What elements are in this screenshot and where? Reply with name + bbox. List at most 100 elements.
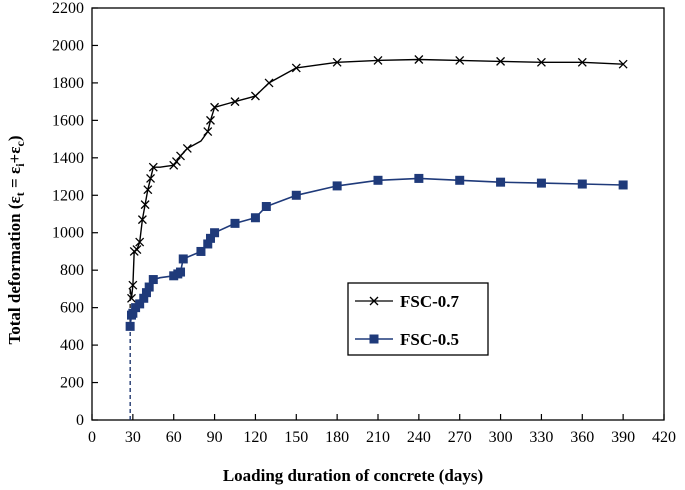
data-point — [373, 55, 383, 65]
data-point-stroke — [414, 55, 424, 64]
data-point-stroke — [171, 157, 181, 167]
data-point — [146, 173, 156, 183]
data-point — [171, 157, 181, 167]
y-tick-label: 600 — [60, 300, 84, 317]
data-point — [148, 275, 158, 285]
data-point — [536, 178, 546, 188]
data-point-stroke — [148, 162, 158, 172]
data-point — [210, 228, 220, 238]
y-tick-label: 1400 — [52, 150, 84, 167]
data-point — [373, 175, 383, 185]
data-point — [169, 160, 179, 170]
data-point — [178, 254, 188, 264]
data-point — [140, 200, 150, 210]
data-point — [143, 185, 153, 195]
data-point — [414, 173, 424, 183]
data-point-stroke — [135, 237, 145, 247]
data-point — [577, 57, 587, 67]
data-point — [250, 91, 260, 101]
data-point — [210, 102, 220, 112]
data-point-stroke — [496, 56, 506, 66]
data-point — [577, 179, 587, 189]
data-point-stroke — [210, 102, 220, 112]
x-tick-label: 180 — [325, 429, 349, 446]
y-axis-title-prefix: Total deformation ( — [5, 203, 24, 344]
x-tick-label: 90 — [207, 429, 223, 446]
x-tick-label: 150 — [284, 429, 308, 446]
data-point — [230, 97, 240, 107]
data-point — [230, 218, 240, 228]
x-tick-label: 30 — [125, 429, 141, 446]
y-axis-title-eps-c: ε — [5, 146, 24, 153]
plot-border — [91, 7, 665, 421]
data-point — [176, 151, 185, 161]
legend-label-fsc-0-7: FSC-0.7 — [400, 292, 460, 311]
x-tick-label: 390 — [611, 429, 635, 446]
y-tick-label: 0 — [76, 412, 84, 429]
x-tick-label: 420 — [652, 429, 676, 446]
data-point — [332, 181, 342, 191]
y-axis-title-sub-t: t — [13, 192, 27, 196]
data-point — [332, 57, 342, 67]
data-point — [203, 127, 213, 137]
y-tick-label: 1000 — [52, 225, 84, 242]
data-point-stroke — [291, 63, 301, 73]
data-point-stroke — [264, 78, 274, 88]
data-point — [618, 59, 628, 69]
data-point — [137, 215, 147, 225]
data-point — [291, 63, 301, 73]
data-point — [250, 213, 260, 223]
y-axis-title-suffix: ) — [5, 135, 24, 141]
data-point — [618, 180, 628, 190]
data-point-stroke — [143, 185, 153, 195]
data-point — [135, 237, 145, 247]
y-axis-title: Total deformation (εt = εi+εc) — [5, 135, 27, 344]
y-axis-title-eq: = — [5, 174, 24, 192]
y-tick-label: 1800 — [52, 75, 84, 92]
data-point — [132, 245, 142, 255]
data-point — [125, 321, 135, 331]
y-axis-title-plus: + — [5, 154, 24, 164]
data-point-stroke — [373, 55, 383, 65]
data-point — [176, 267, 186, 277]
data-point-stroke — [169, 160, 179, 170]
data-point-stroke — [182, 143, 192, 153]
series-layer — [125, 55, 628, 420]
series-line — [129, 58, 624, 299]
x-axis-title: Loading duration of concrete (days) — [223, 466, 483, 485]
data-point — [264, 78, 274, 88]
x-tick-label: 330 — [529, 429, 553, 446]
data-point — [139, 293, 149, 303]
data-point-stroke — [332, 57, 342, 67]
y-axis-title-sub-c: c — [13, 140, 27, 146]
data-point-stroke — [128, 280, 138, 290]
y-tick-label: 2000 — [52, 37, 84, 54]
y-tick-label: 1600 — [52, 112, 84, 129]
y-axis-title-sub-i: i — [13, 163, 27, 167]
data-point-stroke — [127, 293, 136, 303]
legend: FSC-0.7 FSC-0.5 — [347, 282, 489, 356]
legend-marker-fsc-0-7 — [369, 296, 379, 306]
data-point-stroke — [176, 151, 185, 161]
data-point — [141, 288, 151, 298]
data-point — [205, 233, 215, 243]
x-tick-label: 120 — [243, 429, 267, 446]
data-point — [182, 143, 192, 153]
data-point — [455, 175, 465, 185]
data-point — [206, 115, 215, 125]
data-point-stroke — [140, 200, 150, 210]
data-point-stroke — [455, 55, 465, 65]
legend-box — [347, 282, 489, 356]
x-tick-label: 60 — [166, 429, 182, 446]
data-point — [496, 177, 506, 187]
data-point — [128, 280, 138, 290]
data-point — [144, 282, 154, 292]
x-tick-label: 270 — [448, 429, 472, 446]
legend-label-fsc-0-5: FSC-0.5 — [400, 330, 459, 349]
data-point-stroke — [203, 127, 213, 137]
legend-marker-fsc-0-5 — [369, 334, 379, 344]
x-tick-label: 300 — [489, 429, 513, 446]
y-tick-label: 400 — [60, 337, 84, 354]
x-tick-label: 210 — [366, 429, 390, 446]
